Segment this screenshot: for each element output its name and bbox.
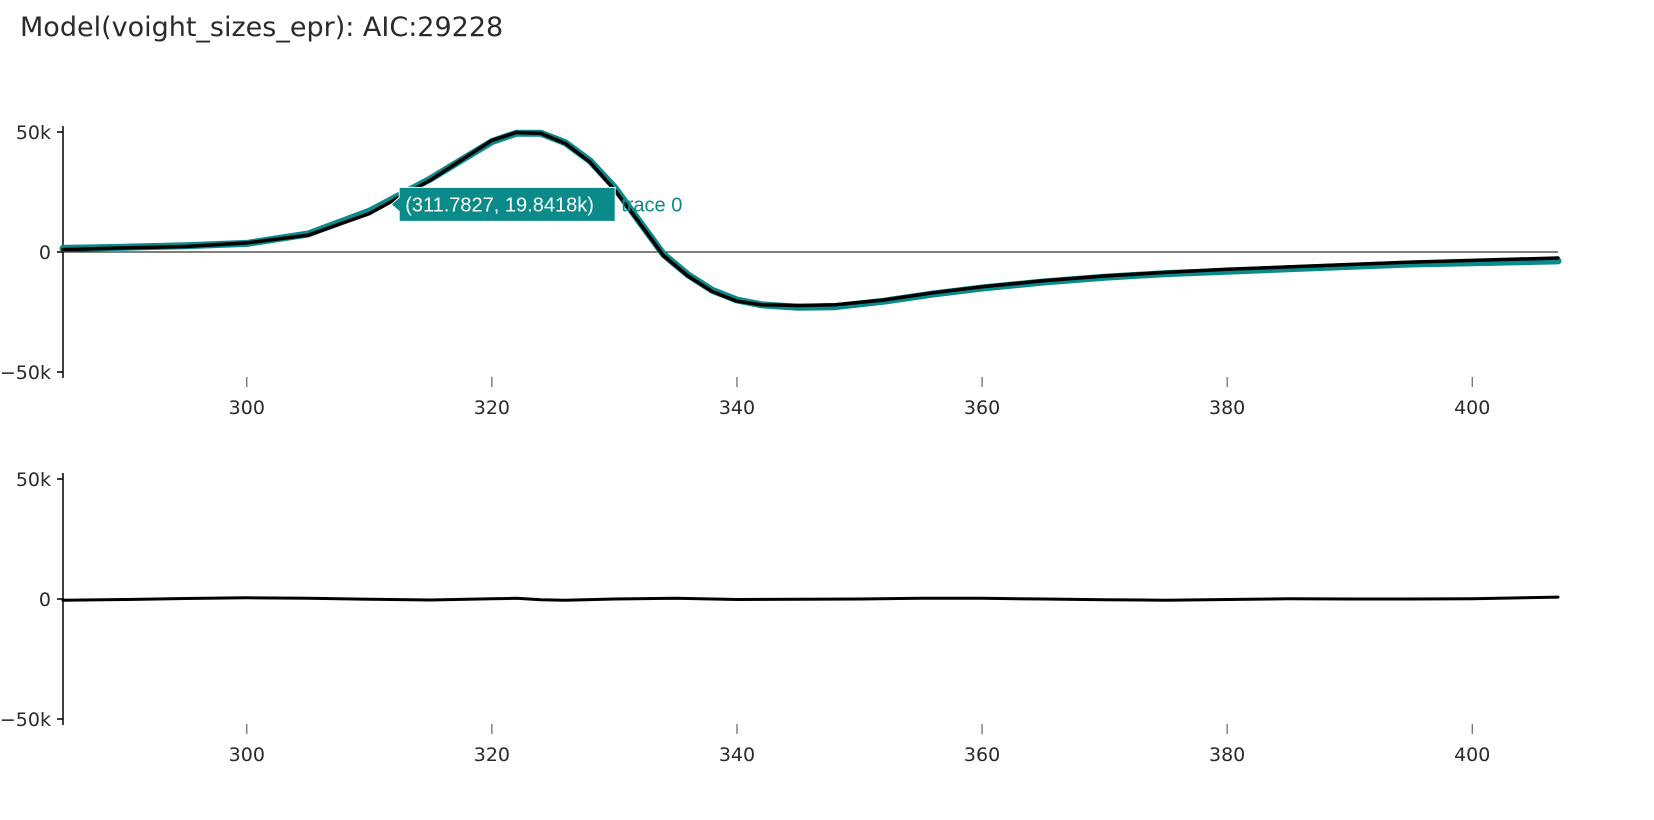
- hover-tooltip-box: [390, 186, 616, 222]
- top-x-tick-label: 400: [1454, 397, 1490, 419]
- top-series: [59, 129, 1562, 311]
- top-series-line-1[interactable]: [61, 130, 1560, 308]
- bottom-y-tick-label: −50k: [0, 709, 51, 731]
- top-y-axis: 50k 0 −50k: [0, 122, 64, 384]
- bottom-series-line-0[interactable]: [61, 595, 1560, 602]
- hover-trace-name: trace 0: [621, 194, 682, 216]
- top-y-tick-label: 0: [39, 242, 51, 264]
- bottom-x-tick-label: 340: [719, 744, 755, 766]
- bottom-y-tick-label: 0: [39, 589, 51, 611]
- top-y-tick-label: −50k: [0, 362, 51, 384]
- top-series-line-0[interactable]: [59, 129, 1562, 311]
- bottom-x-tick-label: 380: [1209, 744, 1245, 766]
- top-x-tick-label: 380: [1209, 397, 1245, 419]
- top-x-tick-label: 300: [229, 397, 265, 419]
- bottom-y-axis: 50k 0 −50k: [0, 469, 64, 731]
- chart-title: Model(voight_sizes_epr): AIC:29228: [20, 12, 504, 43]
- bottom-y-tick-label: 50k: [16, 469, 51, 491]
- top-x-axis: 300 320 340 360 380 400: [229, 377, 1490, 419]
- bottom-series: [61, 595, 1560, 602]
- hover-tooltip: (311.7827, 19.8418k) trace 0: [390, 186, 682, 222]
- bottom-x-axis: 300 320 340 360 380 400: [229, 724, 1490, 766]
- top-x-tick-label: 360: [964, 397, 1000, 419]
- bottom-x-tick-label: 360: [964, 744, 1000, 766]
- top-x-tick-label: 340: [719, 397, 755, 419]
- bottom-x-tick-label: 300: [229, 744, 265, 766]
- top-subplot[interactable]: 300 320 340 360 380 400 50k 0 −50k: [0, 122, 1562, 419]
- bottom-x-tick-label: 320: [474, 744, 510, 766]
- top-x-tick-label: 320: [474, 397, 510, 419]
- bottom-subplot[interactable]: 300 320 340 360 380 400 50k 0 −50k: [0, 469, 1560, 766]
- bottom-x-tick-label: 400: [1454, 744, 1490, 766]
- top-y-tick-label: 50k: [16, 122, 51, 144]
- hover-tooltip-label: (311.7827, 19.8418k): [405, 194, 594, 216]
